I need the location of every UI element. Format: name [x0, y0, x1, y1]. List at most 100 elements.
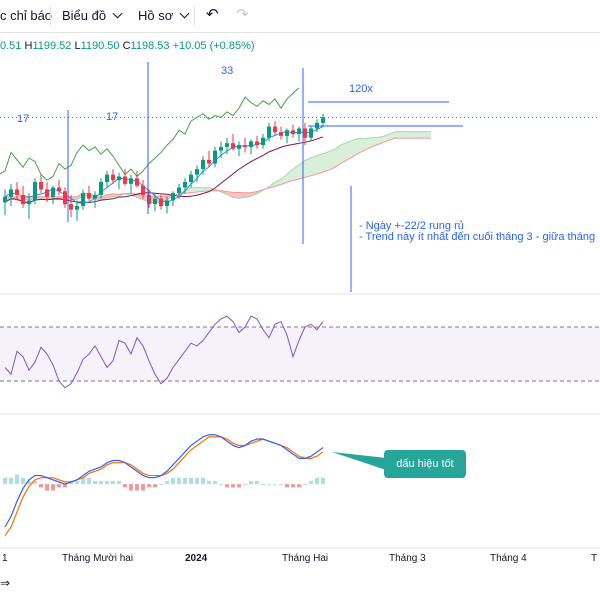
candle-body	[75, 206, 79, 210]
ichimoku-cloud-segment	[347, 140, 353, 161]
macd-histogram-bar	[273, 484, 277, 486]
indicators-menu[interactable]: c chỉ báo	[0, 8, 53, 23]
ichimoku-cloud-segment	[245, 192, 251, 198]
macd-histogram-bar	[321, 477, 325, 485]
candle-body	[117, 176, 121, 181]
ichimoku-cloud-segment	[341, 142, 347, 164]
macd-histogram-bar	[291, 484, 295, 488]
candle-body	[189, 174, 193, 182]
candle-body	[273, 126, 277, 133]
candle-body	[81, 193, 85, 206]
macd-histogram-bar	[171, 477, 175, 485]
macd-histogram-bar	[129, 484, 133, 491]
candle-body	[93, 194, 97, 199]
candle-body	[177, 187, 181, 194]
macd-histogram-bar	[303, 484, 307, 486]
macd-histogram-bar	[279, 484, 283, 486]
ichimoku-cloud-segment	[287, 169, 293, 183]
macd-histogram-bar	[207, 480, 211, 485]
ichimoku-lagging-span	[0, 87, 300, 181]
candle-body	[309, 128, 313, 138]
close-label: C	[122, 40, 131, 52]
candle-body	[9, 189, 13, 197]
ichimoku-cloud-segment	[197, 187, 203, 192]
macd-histogram-bar	[183, 477, 187, 485]
macd-histogram-bar	[285, 484, 289, 488]
candle-body	[261, 137, 265, 146]
undo-icon[interactable]: ↶	[206, 6, 219, 23]
macd-histogram-bar	[159, 484, 163, 486]
profile-menu-label: Hồ sơ	[138, 8, 174, 23]
candle-body	[255, 141, 259, 146]
candle-body	[207, 159, 211, 164]
ichimoku-cloud-segment	[305, 157, 311, 178]
ichimoku-cloud-segment	[365, 137, 371, 151]
ichimoku-cloud-segment	[425, 131, 431, 139]
ichimoku-cloud-segment	[233, 192, 239, 199]
macd-histogram-bar	[75, 480, 79, 485]
candle-body	[27, 200, 31, 205]
profile-menu[interactable]: Hồ sơ	[138, 8, 190, 23]
candle-body	[21, 194, 25, 205]
candle-body	[249, 141, 253, 147]
macd-histogram-bar	[93, 480, 97, 485]
candle-body	[165, 200, 169, 206]
candle-body	[153, 198, 157, 205]
macd-histogram-bar	[201, 477, 205, 485]
chart-menu[interactable]: Biểu đồ	[62, 8, 123, 23]
macd-histogram-bar	[27, 480, 31, 485]
ichimoku-cloud-segment	[371, 137, 377, 148]
redo-icon[interactable]: ↷	[236, 6, 249, 23]
goto-date-icon[interactable]: ⇒	[0, 576, 11, 590]
macd-histogram-bar	[261, 484, 265, 486]
candle-body	[3, 196, 7, 203]
ichimoku-cloud-segment	[419, 131, 425, 139]
macd-histogram-bar	[225, 484, 229, 488]
candle-body	[147, 194, 151, 205]
ichimoku-cloud-segment	[293, 164, 299, 181]
ichimoku-cloud-segment	[335, 144, 341, 168]
note-line-2: - Trend này ít nhất đến cuối tháng 3 - g…	[359, 231, 596, 243]
macd-histogram-bar	[117, 480, 121, 485]
ichimoku-cloud-segment	[203, 187, 209, 192]
candle-body	[213, 150, 217, 164]
ichimoku-cloud-segment	[185, 187, 191, 194]
candle-body	[195, 169, 199, 175]
macd-histogram-bar	[177, 477, 181, 485]
ichimoku-cloud-segment	[311, 155, 317, 176]
bar-count-label-b: 17	[106, 111, 119, 123]
macd-histogram-bar	[87, 477, 91, 485]
candle-body	[51, 187, 55, 197]
chart-menu-label: Biểu đồ	[62, 8, 107, 23]
macd-histogram-bar	[165, 480, 169, 485]
rsi-band	[0, 327, 600, 381]
macd-histogram-bar	[237, 484, 241, 488]
candle-body	[105, 174, 109, 182]
macd-histogram-bar	[213, 480, 217, 485]
candle-body	[45, 189, 49, 197]
ichimoku-cloud-segment	[323, 151, 329, 173]
macd-histogram-bar	[57, 484, 61, 488]
callout-pointer	[332, 452, 386, 470]
ichimoku-cloud-segment	[101, 194, 107, 200]
candle-body	[111, 174, 115, 181]
x-tick-label: 1	[2, 553, 8, 564]
macd-histogram-bar	[297, 484, 301, 488]
ichimoku-cloud-segment	[395, 131, 401, 139]
candle-body	[15, 189, 19, 195]
candle-body	[39, 182, 43, 190]
bar-count-label-a: 17	[17, 113, 30, 125]
ichimoku-base-line	[4, 136, 324, 204]
candle-body	[297, 128, 301, 134]
candle-body	[285, 130, 289, 136]
macd-histogram-bar	[111, 480, 115, 485]
ichimoku-cloud-segment	[401, 131, 407, 139]
macd-histogram-bar	[195, 477, 199, 485]
candle-body	[57, 187, 61, 192]
ichimoku-cloud-segment	[41, 196, 47, 200]
macd-histogram-bar	[231, 484, 235, 488]
candle-body	[135, 178, 139, 186]
macd-histogram-bar	[153, 484, 157, 488]
candle-body	[237, 145, 241, 149]
